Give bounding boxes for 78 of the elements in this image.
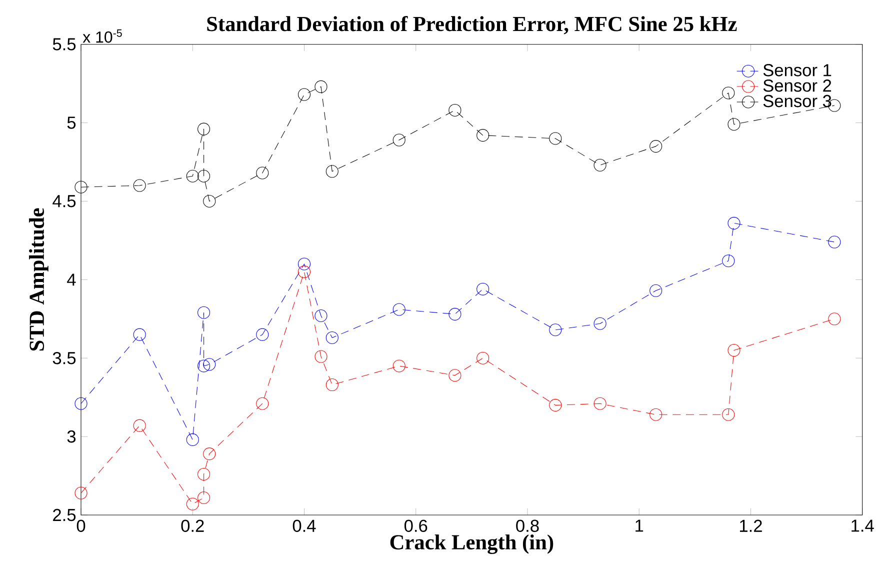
point [392, 303, 406, 316]
y-tick-label: 3 [67, 430, 76, 443]
point [186, 170, 199, 182]
point [728, 216, 740, 230]
point [198, 468, 210, 480]
point [133, 179, 146, 192]
legend-label: Sensor 3 [763, 94, 832, 108]
point [256, 397, 269, 410]
x-tick-label: 1 [636, 520, 644, 532]
point [728, 344, 740, 357]
point [392, 134, 406, 146]
point [594, 317, 606, 330]
y-tick-label: 4 [67, 274, 76, 286]
point [448, 308, 462, 320]
point [650, 408, 662, 421]
point [198, 122, 210, 136]
x-tick-label: 0.8 [516, 520, 539, 532]
point [314, 309, 328, 322]
point [476, 282, 490, 296]
point [326, 378, 338, 392]
point [728, 118, 740, 131]
point [476, 352, 490, 364]
point [198, 360, 210, 372]
point [594, 397, 606, 410]
point [314, 80, 328, 93]
point [594, 158, 606, 172]
x-tick-label: 0.2 [181, 520, 204, 532]
point [133, 419, 146, 432]
y-tick-label: 3.5 [52, 352, 76, 364]
point [298, 258, 311, 270]
point [549, 132, 562, 145]
y-tick-label: 5.5 [52, 38, 76, 50]
point [186, 433, 199, 446]
x-tick-label: 0.4 [292, 520, 316, 532]
point [203, 448, 216, 460]
y-tick-label: 2.5 [53, 508, 76, 522]
chart-title: Standard Deviation of Prediction Error, MFC Sine 25 kHz [207, 16, 737, 34]
point [650, 140, 662, 153]
point [549, 398, 562, 412]
point [448, 369, 462, 382]
legend-label: Sensor 2 [763, 79, 832, 92]
point [326, 331, 338, 344]
x-axis-title: Crack Length (in) [390, 534, 554, 554]
point [133, 328, 146, 341]
x-tick-label: 1.2 [740, 520, 762, 532]
point [198, 306, 210, 319]
point [74, 397, 88, 410]
y-tick-label: 4.5 [52, 195, 76, 208]
x-tick-label: 1.4 [852, 520, 874, 532]
legend-label: Sensor 1 [763, 64, 832, 76]
point [314, 350, 328, 363]
point [326, 165, 338, 178]
point [722, 254, 735, 268]
point [256, 166, 269, 180]
point [722, 86, 735, 100]
point [650, 284, 662, 297]
y-axis-title: STD Amplitude [29, 208, 48, 351]
point [74, 486, 88, 500]
point [298, 88, 311, 101]
point [74, 180, 88, 194]
point [203, 358, 216, 371]
point [828, 312, 841, 326]
point [186, 498, 199, 510]
point [256, 328, 269, 341]
x-tick-label: 0 [76, 520, 86, 532]
point [828, 236, 841, 248]
point [198, 491, 210, 504]
point [198, 170, 210, 182]
x-tick-label: 0.6 [404, 520, 428, 532]
point [476, 129, 490, 142]
point [298, 266, 311, 278]
point [722, 408, 735, 421]
point [203, 194, 216, 208]
text: x 10$^{-5}$ [82, 29, 122, 43]
point [392, 360, 406, 372]
point [448, 104, 462, 116]
y-tick-label: 5 [67, 116, 76, 129]
point [549, 324, 562, 336]
